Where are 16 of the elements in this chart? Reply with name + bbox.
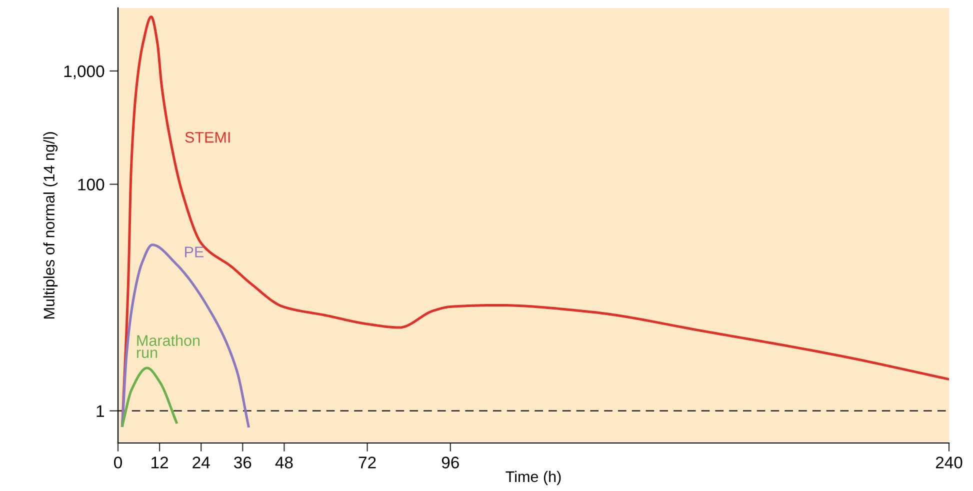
y-tick-label: 1,000 (64, 65, 104, 80)
series-label: STEMI (185, 132, 230, 143)
y-tick-label: 100 (78, 178, 104, 190)
x-tick-label: 36 (234, 456, 252, 468)
x-axis-title: Time (h) (506, 470, 561, 486)
x-tick-label: 12 (152, 456, 168, 468)
y-axis-title: Multiples of normal (14 ng/l) (43, 132, 58, 318)
x-tick-label: 72 (358, 456, 376, 468)
x-tick-label: 0 (114, 456, 122, 468)
series-label: PE (185, 246, 204, 258)
x-tick-label: 240 (936, 456, 962, 468)
series-label: Marathon run (136, 334, 200, 358)
x-tick-label: 24 (192, 456, 210, 468)
y-tick-label: 1 (96, 405, 104, 417)
x-tick-label: 96 (442, 456, 459, 468)
x-tick-label: 48 (275, 456, 293, 468)
